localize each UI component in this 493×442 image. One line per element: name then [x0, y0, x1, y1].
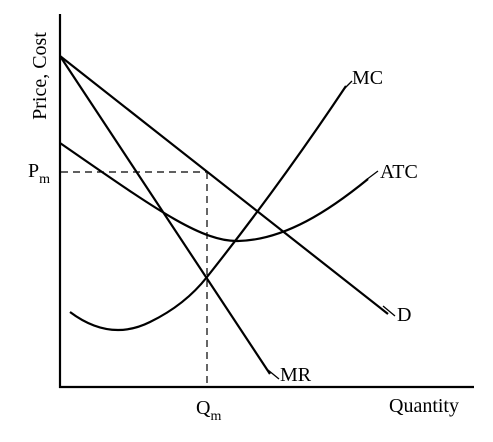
quantity-marker: Qm: [196, 397, 221, 424]
price-marker: Pm: [28, 160, 50, 187]
average-total-cost-label: ATC: [380, 161, 418, 183]
marginal-revenue-curve: [59, 55, 271, 375]
demand-label-leader: [382, 305, 396, 317]
marginal-cost-label: MC: [352, 67, 383, 89]
y-axis-label: Price, Cost: [29, 32, 51, 120]
marginal-cost-label-leader: [343, 80, 353, 90]
marginal-revenue-label-leader: [267, 369, 280, 380]
marginal-cost-curve: [69, 85, 347, 332]
average-total-cost-label-leader: [365, 170, 379, 181]
demand-curve: [59, 55, 389, 315]
x-axis-label: Quantity: [389, 395, 459, 417]
average-total-cost-curve: [59, 142, 369, 243]
marginal-revenue-label: MR: [280, 364, 312, 386]
demand-label: D: [397, 304, 411, 326]
